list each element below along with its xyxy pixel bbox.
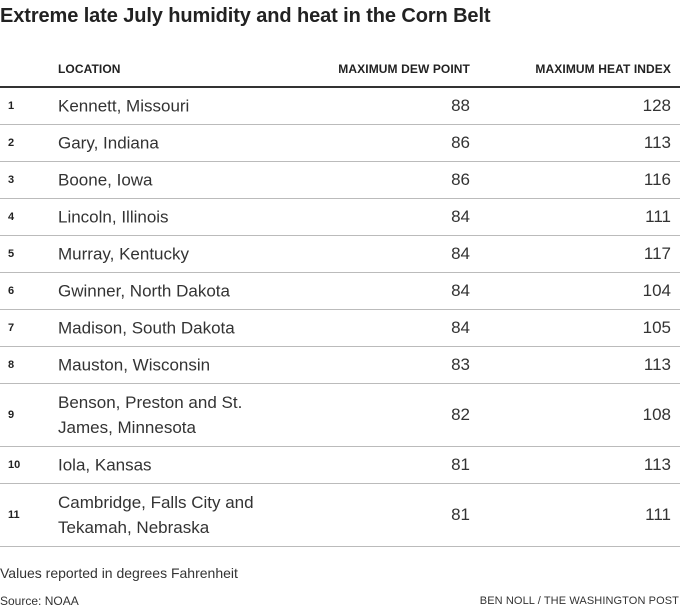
row-rank: 4: [8, 211, 15, 223]
row-dew-point: 88: [451, 96, 470, 115]
table-row: 3 Boone, Iowa 86 116: [0, 162, 680, 199]
data-table: LOCATION MAXIMUM DEW POINT MAXIMUM HEAT …: [0, 50, 680, 547]
row-rank: 5: [8, 248, 15, 260]
row-heat-index: 117: [643, 244, 671, 263]
header-location: LOCATION: [58, 62, 121, 76]
source-note: Source: NOAA: [0, 594, 79, 608]
credit-line: BEN NOLL / THE WASHINGTON POST: [479, 595, 679, 607]
row-heat-index: 111: [645, 505, 671, 524]
row-dew-point: 84: [451, 244, 470, 263]
table-row: 8 Mauston, Wisconsin 83 113: [0, 347, 680, 384]
row-heat-index: 113: [643, 455, 671, 474]
row-location: Mauston, Wisconsin: [58, 355, 211, 375]
row-location: Benson, Preston and St. James, Minnesota: [58, 393, 243, 437]
row-heat-index: 128: [642, 96, 671, 115]
row-rank: 10: [8, 459, 21, 471]
row-rank: 3: [8, 174, 15, 186]
header-heat-index: MAXIMUM HEAT INDEX: [535, 62, 671, 76]
table-row: 11 Cambridge, Falls City and Tekamah, Neb…: [0, 484, 680, 547]
table-row: 9 Benson, Preston and St. James, Minnesot…: [0, 384, 680, 447]
row-rank: 11: [8, 509, 20, 521]
chart-title: Extreme late July humidity and heat in t…: [0, 5, 491, 27]
row-location: Lincoln, Illinois: [58, 207, 169, 227]
row-location: Iola, Kansas: [58, 455, 152, 475]
row-heat-index: 111: [645, 207, 671, 226]
row-location: Kennett, Missouri: [58, 96, 190, 116]
row-dew-point: 84: [451, 281, 470, 300]
table-row: 6 Gwinner, North Dakota 84 104: [0, 273, 680, 310]
row-dew-point: 81: [451, 505, 470, 524]
row-heat-index: 116: [643, 170, 671, 189]
row-rank: 9: [8, 409, 15, 421]
row-rank: 6: [8, 285, 15, 297]
row-dew-point: 84: [451, 318, 470, 337]
row-dew-point: 84: [451, 207, 470, 226]
table-row: 10 Iola, Kansas 81 113: [0, 447, 680, 484]
row-location: Cambridge, Falls City and Tekamah, Nebra…: [58, 493, 254, 537]
row-dew-point: 86: [451, 170, 470, 189]
row-location: Boone, Iowa: [58, 170, 153, 190]
row-dew-point: 86: [451, 133, 470, 152]
units-note: Values reported in degrees Fahrenheit: [0, 565, 238, 581]
row-dew-point: 83: [451, 355, 470, 374]
row-heat-index: 113: [643, 355, 671, 374]
table-row: 5 Murray, Kentucky 84 117: [0, 236, 680, 273]
table-row: 4 Lincoln, Illinois 84 111: [0, 199, 680, 236]
row-location: Murray, Kentucky: [58, 244, 190, 264]
row-heat-index: 113: [643, 133, 671, 152]
table-body: 1 Kennett, Missouri 88 128 2 Gary, Indiana 86 1…: [0, 88, 680, 547]
table-row: 2 Gary, Indiana 86 113: [0, 125, 680, 162]
row-rank: 8: [8, 359, 15, 371]
row-dew-point: 82: [451, 405, 470, 424]
row-rank: 7: [8, 322, 15, 334]
row-heat-index: 108: [642, 405, 671, 424]
row-rank: 2: [8, 137, 15, 149]
row-location: Gary, Indiana: [58, 133, 159, 153]
header-dew-point: MAXIMUM DEW POINT: [338, 62, 470, 76]
table-row: 7 Madison, South Dakota 84 105: [0, 310, 680, 347]
row-rank: 1: [8, 100, 15, 112]
row-heat-index: 104: [642, 281, 671, 300]
row-location: Madison, South Dakota: [58, 318, 235, 338]
row-heat-index: 105: [642, 318, 671, 337]
row-location: Gwinner, North Dakota: [58, 281, 230, 301]
table-row: 1 Kennett, Missouri 88 128: [0, 88, 680, 125]
row-dew-point: 81: [451, 455, 470, 474]
table-header: LOCATION MAXIMUM DEW POINT MAXIMUM HEAT …: [0, 50, 680, 88]
